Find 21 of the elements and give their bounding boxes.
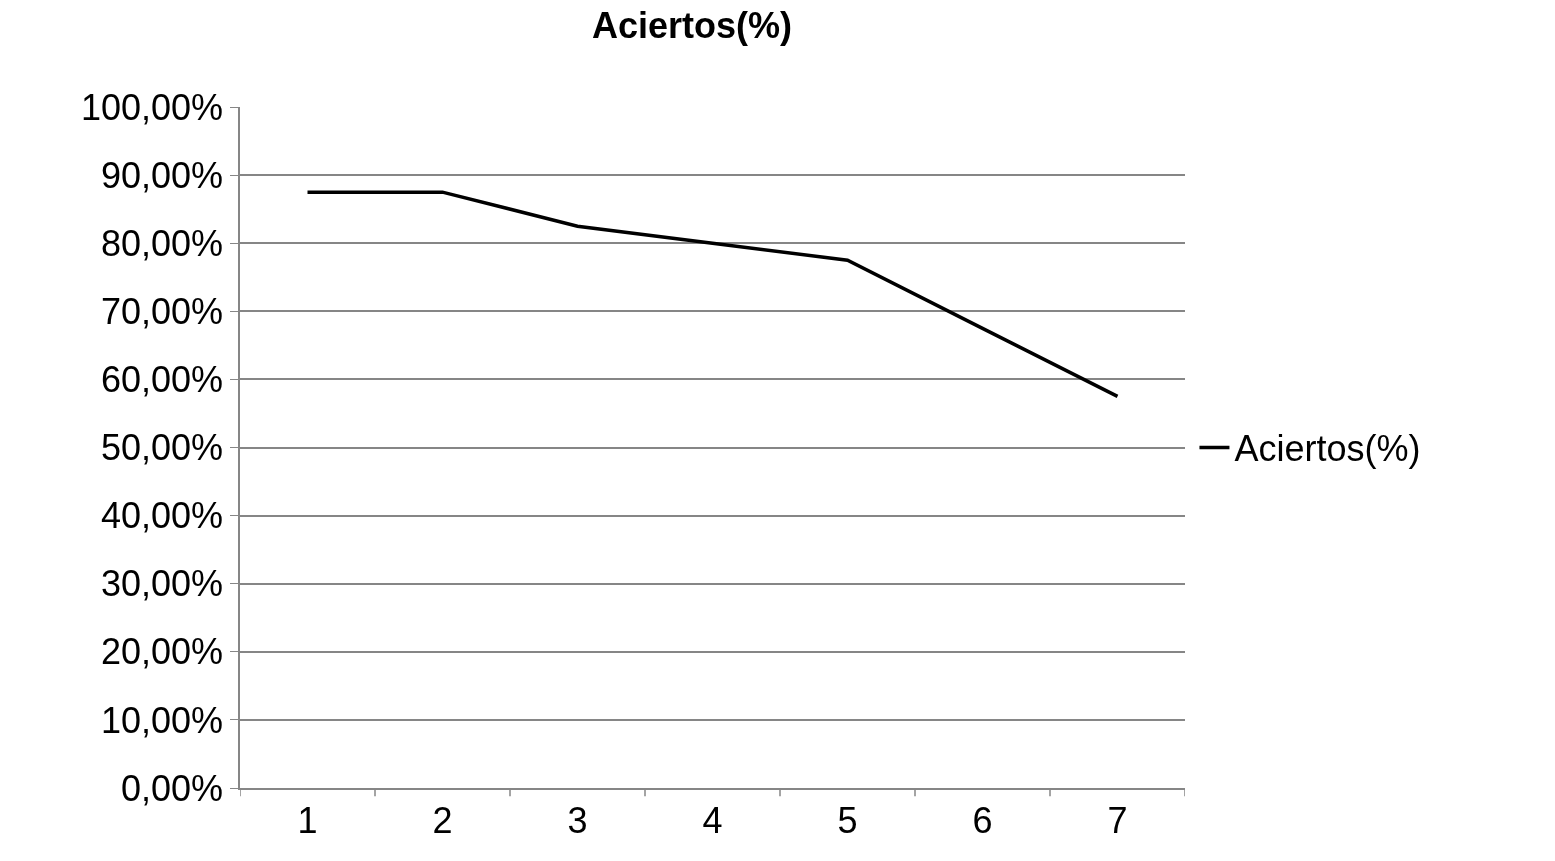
x-tick-label: 6 bbox=[972, 799, 993, 841]
y-tick-label: 70,00% bbox=[100, 290, 224, 332]
x-tick-label: 1 bbox=[297, 799, 318, 841]
y-tick-label: 0,00% bbox=[120, 767, 224, 809]
chart-title: Aciertos(%) bbox=[591, 5, 792, 47]
x-tick-label: 3 bbox=[567, 799, 588, 841]
y-tick-label: 30,00% bbox=[100, 563, 224, 605]
x-tick-label: 7 bbox=[1107, 799, 1128, 841]
y-tick-label: 20,00% bbox=[100, 631, 224, 673]
y-tick-label: 90,00% bbox=[100, 154, 224, 196]
y-tick-label: 100,00% bbox=[80, 86, 224, 128]
legend-label: Aciertos(%) bbox=[1234, 428, 1421, 470]
x-tick-label: 5 bbox=[837, 799, 858, 841]
line-series bbox=[305, 190, 1120, 399]
y-tick-label: 40,00% bbox=[100, 495, 224, 537]
y-tick-label: 50,00% bbox=[100, 427, 224, 469]
x-tick-label: 2 bbox=[432, 799, 453, 841]
y-tick-label: 60,00% bbox=[100, 359, 224, 400]
y-tick-label: 10,00% bbox=[100, 699, 224, 741]
x-tick-label: 4 bbox=[702, 799, 723, 841]
y-tick-label: 80,00% bbox=[100, 222, 224, 264]
